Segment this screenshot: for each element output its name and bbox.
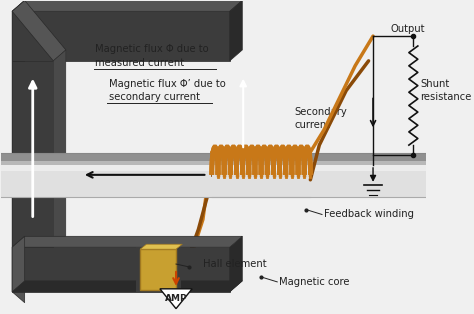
Text: Magnetic core: Magnetic core [279, 277, 349, 287]
Polygon shape [230, 0, 242, 61]
Polygon shape [140, 249, 176, 290]
Polygon shape [12, 281, 242, 292]
Text: Feedback winding: Feedback winding [324, 209, 414, 219]
Polygon shape [12, 0, 66, 61]
Text: Shunt
resistance: Shunt resistance [420, 79, 472, 102]
Text: Hall element: Hall element [203, 259, 266, 269]
Text: Secondary
current: Secondary current [294, 107, 347, 130]
Polygon shape [54, 50, 66, 247]
Text: Measured conductor: Measured conductor [80, 190, 182, 200]
Text: Output: Output [391, 24, 426, 34]
Text: Measured current: Measured current [87, 159, 175, 169]
Polygon shape [12, 236, 25, 292]
Text: AMP: AMP [164, 294, 187, 303]
Polygon shape [12, 0, 242, 11]
Polygon shape [12, 0, 25, 303]
FancyBboxPatch shape [1, 165, 426, 171]
Polygon shape [212, 153, 310, 197]
Polygon shape [140, 244, 182, 249]
Polygon shape [212, 167, 310, 197]
Polygon shape [12, 236, 242, 247]
Text: Magnetic flux Φ due to
measured current: Magnetic flux Φ due to measured current [95, 44, 209, 68]
Polygon shape [1, 167, 426, 197]
Polygon shape [12, 61, 54, 247]
Polygon shape [160, 289, 192, 309]
Polygon shape [12, 247, 230, 292]
FancyBboxPatch shape [212, 165, 310, 171]
Polygon shape [212, 161, 310, 197]
Polygon shape [1, 153, 426, 197]
Polygon shape [1, 161, 426, 197]
Polygon shape [12, 11, 230, 61]
Polygon shape [136, 247, 181, 292]
Text: Magnetic flux Φ’ due to
secondary current: Magnetic flux Φ’ due to secondary curren… [109, 79, 226, 102]
Polygon shape [230, 236, 242, 292]
